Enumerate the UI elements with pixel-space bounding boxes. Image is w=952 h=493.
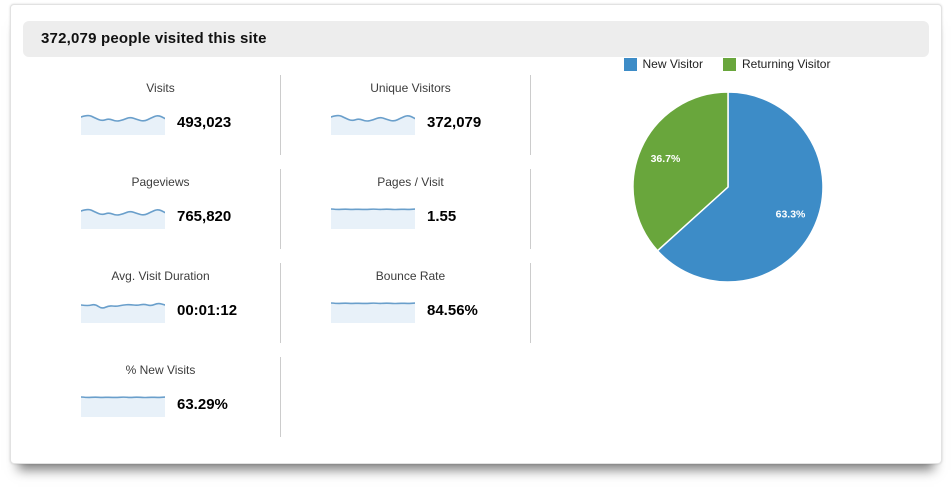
metric-row: 372,079 (291, 109, 530, 135)
metric-value: 493,023 (177, 113, 232, 131)
metric-visits[interactable]: Visits 493,023 (41, 75, 281, 155)
overview-card: 372,079 people visited this site Visits … (10, 4, 942, 464)
legend-item-returning-visitor[interactable]: Returning Visitor (722, 57, 831, 71)
metric-pageviews[interactable]: Pageviews 765,820 (41, 169, 281, 249)
empty-cell (291, 357, 531, 437)
metric-row: 493,023 (41, 109, 280, 135)
metric-row: 84.56% (291, 297, 530, 323)
metric-value: 84.56% (427, 301, 478, 319)
legend-label: Returning Visitor (741, 57, 831, 71)
metric-label: % New Visits (125, 363, 196, 377)
metric-label: Unique Visitors (370, 81, 451, 95)
metric-label: Pageviews (131, 175, 190, 189)
metric-row: 63.29% (41, 391, 280, 417)
sparkline-chart (81, 208, 165, 229)
metric-value: 372,079 (427, 113, 482, 131)
summary-title: 372,079 people visited this site (41, 30, 267, 47)
legend-swatch-blue (623, 57, 637, 71)
sparkline-chart (81, 396, 165, 417)
legend-label: New Visitor (642, 57, 703, 71)
metric-value: 1.55 (427, 207, 457, 225)
pie-slice-0 (656, 91, 824, 283)
sparkline-chart (81, 114, 165, 135)
metrics-grid: Visits 493,023 Unique Visitors 372,079 P… (41, 75, 531, 437)
pie-slice-1 (632, 91, 729, 252)
legend-swatch-green (722, 57, 736, 71)
metric-bounce-rate[interactable]: Bounce Rate 84.56% (291, 263, 531, 343)
visitor-type-panel: New Visitor Returning Visitor 63.3% 36.7% (591, 56, 891, 316)
legend-item-new-visitor[interactable]: New Visitor (623, 57, 703, 71)
summary-header: 372,079 people visited this site (23, 21, 929, 57)
pie-legend: New Visitor Returning Visitor (591, 56, 891, 72)
metric-label: Avg. Visit Duration (111, 269, 210, 283)
metric-label: Pages / Visit (377, 175, 444, 189)
svg-text:63.3%: 63.3% (776, 209, 806, 221)
metric-avg-visit-duration[interactable]: Avg. Visit Duration 00:01:12 (41, 263, 281, 343)
metric-label: Visits (146, 81, 175, 95)
metric-pages-per-visit[interactable]: Pages / Visit 1.55 (291, 169, 531, 249)
metric-percent-new-visits[interactable]: % New Visits 63.29% (41, 357, 281, 437)
metric-row: 1.55 (291, 203, 530, 229)
metric-value: 00:01:12 (177, 301, 238, 319)
sparkline-chart (81, 302, 165, 323)
metric-row: 00:01:12 (41, 297, 280, 323)
metric-value: 63.29% (177, 395, 228, 413)
metric-unique-visitors[interactable]: Unique Visitors 372,079 (291, 75, 531, 155)
svg-text:36.7%: 36.7% (651, 153, 681, 165)
pie-chart[interactable]: 63.3% 36.7% (628, 87, 828, 287)
sparkline-chart (331, 302, 415, 323)
sparkline-chart (331, 114, 415, 135)
metric-label: Bounce Rate (375, 269, 446, 283)
metric-value: 765,820 (177, 207, 232, 225)
sparkline-chart (331, 208, 415, 229)
metric-row: 765,820 (41, 203, 280, 229)
